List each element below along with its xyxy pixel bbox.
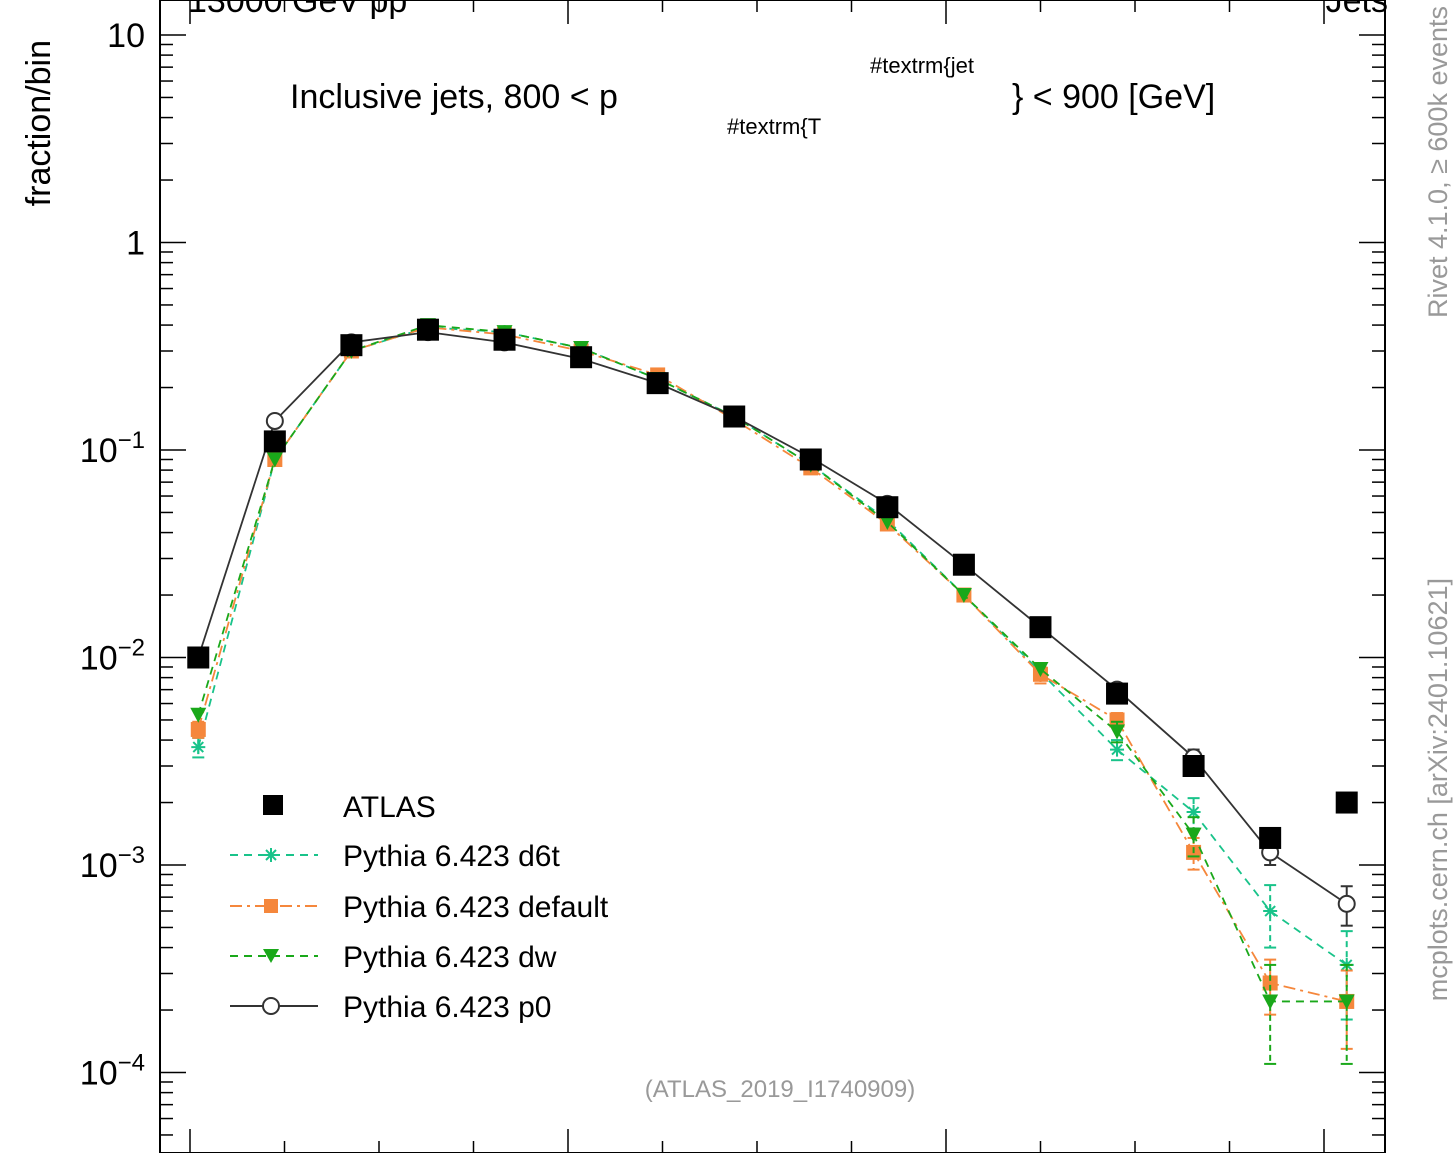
legend-atlas: ATLAS — [263, 791, 436, 824]
rivet-label: Rivet 4.1.0, ≥ 600k events — [1423, 6, 1453, 318]
header-right-label: Jets — [1326, 0, 1388, 20]
series-line — [197, 326, 1347, 1003]
legend-default-label: Pythia 6.423 default — [343, 891, 609, 924]
series-layer — [187, 318, 1358, 1065]
y-tick-mantissa: 10 — [80, 847, 118, 885]
legend-d6t: Pythia 6.423 d6t — [230, 840, 560, 873]
legend: ATLAS Pythia 6.423 d6t Pythia 6.423 defa… — [230, 791, 609, 1024]
y-tick-mantissa: 10 — [80, 1055, 118, 1093]
data-point — [1106, 682, 1129, 705]
data-point — [191, 740, 206, 755]
data-point — [263, 430, 286, 453]
data-point — [190, 707, 207, 723]
plot-frame — [159, 0, 1386, 1153]
data-point — [646, 372, 669, 395]
legend-p0-marker — [262, 997, 280, 1015]
y-tick-exponent: −2 — [118, 635, 145, 662]
legend-dw-marker — [263, 949, 279, 963]
mcplots-label: mcplots.cern.ch [arXiv:2401.10621] — [1423, 578, 1453, 1001]
data-point — [1029, 616, 1052, 639]
data-point — [340, 334, 363, 357]
series-pythia-6-423-default — [190, 319, 1355, 1050]
series-pythia-6-423-p0 — [189, 323, 1356, 927]
y-tick-exponent: −4 — [118, 1050, 145, 1077]
y-tick-mantissa: 10 — [80, 640, 118, 678]
chart-title: Inclusive jets, 800 < p #textrm{T #textr… — [290, 53, 1215, 139]
data-point — [570, 346, 593, 369]
legend-default-marker — [264, 899, 278, 913]
data-point — [1262, 994, 1279, 1010]
legend-default: Pythia 6.423 default — [230, 891, 609, 924]
legend-p0-label: Pythia 6.423 p0 — [343, 991, 552, 1024]
data-point — [952, 553, 975, 576]
data-point — [1338, 994, 1355, 1010]
data-point — [266, 452, 283, 468]
y-tick-label: 10−2 — [80, 635, 145, 678]
data-point — [187, 646, 210, 669]
legend-p0: Pythia 6.423 p0 — [230, 991, 552, 1024]
axis-ticks — [160, 0, 1385, 1153]
data-point — [265, 411, 284, 430]
data-point — [955, 588, 972, 604]
data-point — [1182, 754, 1205, 777]
title-subscript: #textrm{T — [727, 114, 821, 139]
header-left-label: 13000 GeV pp — [188, 0, 407, 20]
legend-atlas-marker — [263, 795, 283, 815]
y-tick-label: 10−3 — [80, 842, 145, 885]
data-point — [723, 405, 746, 428]
y-tick-label: 10−4 — [80, 1050, 145, 1093]
data-point — [1263, 904, 1278, 919]
title-superscript: #textrm{jet — [870, 53, 974, 78]
legend-atlas-label: ATLAS — [343, 791, 436, 824]
data-point — [190, 721, 206, 737]
y-tick-exponent: −1 — [118, 427, 145, 454]
data-point — [1110, 742, 1125, 757]
data-point — [1259, 826, 1282, 849]
series-line — [197, 326, 1348, 966]
legend-dw: Pythia 6.423 dw — [230, 941, 557, 974]
data-point — [416, 318, 439, 341]
y-tick-mantissa: 10 — [80, 432, 118, 470]
y-tick-exponent: −3 — [118, 842, 145, 869]
legend-dw-label: Pythia 6.423 dw — [343, 941, 557, 974]
data-point — [876, 496, 899, 519]
data-point — [493, 328, 516, 351]
data-point — [1337, 894, 1356, 913]
data-point — [799, 448, 822, 471]
data-point — [1186, 805, 1201, 820]
data-point — [1262, 975, 1278, 991]
y-tick-label: 1 — [126, 225, 145, 263]
title-end: } < 900 [GeV] — [1012, 78, 1215, 116]
legend-d6t-marker — [264, 848, 278, 862]
title-main: Inclusive jets, 800 < p — [290, 78, 618, 116]
data-point — [1032, 662, 1049, 678]
data-point — [1185, 827, 1202, 843]
data-point — [879, 514, 896, 530]
y-tick-label: 10−1 — [80, 427, 145, 470]
data-point — [1109, 712, 1125, 728]
series-atlas — [187, 318, 1358, 849]
data-point — [1335, 791, 1358, 814]
y-axis-title: fraction/bin — [20, 40, 58, 206]
data-point — [1109, 724, 1126, 740]
series-line — [197, 331, 1348, 905]
y-tick-label: 10 — [107, 17, 145, 55]
analysis-label: (ATLAS_2019_I1740909) — [645, 1076, 915, 1103]
legend-d6t-label: Pythia 6.423 d6t — [343, 840, 560, 873]
